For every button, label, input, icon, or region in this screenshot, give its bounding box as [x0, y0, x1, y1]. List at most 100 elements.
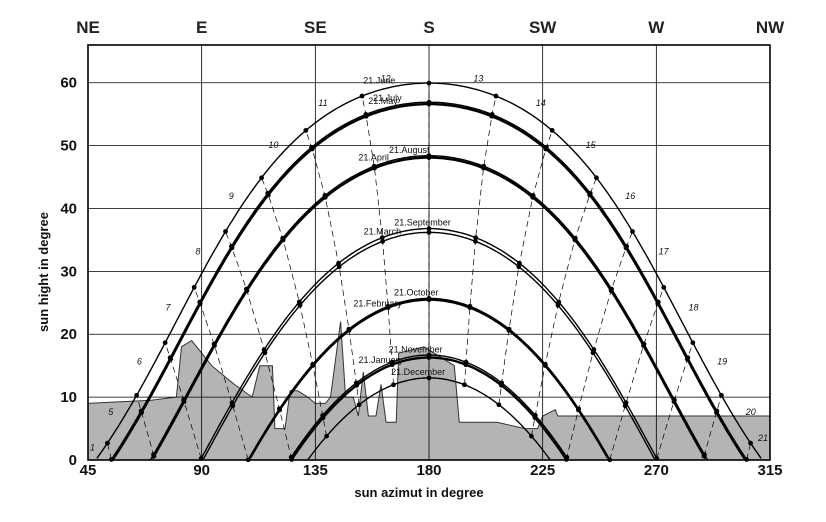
- hourly-point: [622, 403, 628, 409]
- hourly-point: [320, 415, 326, 421]
- hourly-point: [594, 175, 599, 181]
- hourly-point: [212, 343, 217, 348]
- hour-label: 13: [473, 73, 483, 83]
- hourly-point: [324, 433, 329, 439]
- hour-label: 7: [166, 302, 172, 312]
- hour-label: 15: [586, 140, 597, 150]
- hourly-point: [385, 305, 391, 310]
- x-axis-label: sun azimut in degree: [354, 485, 483, 500]
- hourly-point: [310, 363, 316, 368]
- hourly-point: [354, 382, 360, 388]
- hour-label: 16: [625, 191, 635, 201]
- hourly-point: [363, 113, 369, 119]
- hour-label: 20: [745, 407, 756, 417]
- hour-line: [164, 342, 202, 459]
- hourly-point: [661, 284, 667, 290]
- series-label: 21.May: [368, 96, 398, 106]
- hour-line: [746, 443, 751, 460]
- hour-label: 11: [318, 98, 327, 108]
- hourly-point: [230, 403, 236, 409]
- hourly-point: [472, 238, 478, 244]
- hour-line: [656, 342, 694, 459]
- hourly-point: [105, 440, 110, 446]
- hourly-point: [493, 93, 499, 99]
- direction-label-nw: NW: [756, 18, 785, 37]
- hourly-point: [718, 392, 724, 398]
- hour-label: 14: [536, 98, 546, 108]
- y-tick-label: 30: [60, 263, 77, 280]
- direction-label-se: SE: [304, 18, 327, 37]
- hourly-point: [277, 407, 283, 413]
- hour-label: 6: [137, 357, 142, 367]
- direction-label-sw: SW: [529, 18, 557, 37]
- hourly-point: [463, 362, 469, 368]
- plot-frame: [87, 44, 771, 461]
- hourly-point: [532, 415, 538, 421]
- hourly-point: [630, 229, 635, 234]
- hourly-point: [473, 235, 479, 241]
- hourly-point: [139, 410, 144, 415]
- hourly-point: [168, 356, 174, 362]
- compass-direction-labels: NE E SE S SW W NW: [76, 18, 785, 37]
- hourly-point: [265, 192, 271, 198]
- hourly-point: [322, 194, 328, 200]
- series-label: 21.March: [364, 227, 402, 237]
- hourly-point: [575, 407, 581, 413]
- hourly-point: [372, 165, 377, 171]
- hourly-point: [356, 402, 362, 408]
- y-axis-label: sun hight in degree: [36, 212, 51, 332]
- hourly-point: [391, 382, 396, 388]
- hourly-point: [426, 101, 432, 107]
- hourly-point: [426, 297, 432, 303]
- y-tick-label: 0: [69, 452, 77, 469]
- hourly-point: [543, 146, 549, 152]
- hourly-point: [426, 375, 432, 381]
- series-label: 21.December: [391, 367, 445, 377]
- y-tick-label: 40: [60, 200, 77, 217]
- hourly-point: [181, 399, 187, 404]
- series-label: 21.November: [389, 345, 443, 355]
- hourly-point: [379, 235, 385, 241]
- y-tick-label: 10: [60, 389, 77, 406]
- hourly-point: [426, 226, 432, 232]
- hour-line: [107, 443, 112, 460]
- hourly-point: [336, 264, 342, 270]
- direction-label-w: W: [648, 18, 665, 37]
- hourly-point: [336, 260, 341, 266]
- hourly-point: [134, 392, 140, 398]
- x-tick-label: 270: [644, 462, 669, 479]
- hourly-point: [380, 238, 386, 244]
- hour-label: 19: [717, 357, 727, 367]
- hourly-point: [690, 340, 696, 346]
- hourly-point: [297, 302, 303, 308]
- hourly-point: [191, 284, 197, 290]
- hourly-point: [426, 80, 432, 86]
- hourly-point: [244, 288, 250, 294]
- x-tick-label: 225: [530, 462, 555, 479]
- y-tick-label: 50: [60, 138, 77, 155]
- hourly-point: [684, 356, 690, 362]
- series-label: 21.October: [394, 288, 439, 298]
- hourly-point: [506, 327, 512, 333]
- hourly-point: [481, 165, 486, 171]
- hourly-point: [462, 382, 467, 388]
- hourly-point: [542, 363, 548, 368]
- hourly-point: [346, 327, 352, 333]
- x-tick-label: 135: [303, 462, 328, 479]
- series-label: 21.June: [363, 76, 395, 86]
- hourly-point: [303, 128, 309, 133]
- hourly-point: [496, 402, 502, 408]
- hour-label: 10: [268, 140, 278, 150]
- hourly-point: [426, 355, 432, 360]
- hour-label: 9: [229, 191, 234, 201]
- hour-label: 5: [108, 407, 114, 417]
- hourly-point: [587, 192, 593, 198]
- x-tick-label: 90: [193, 462, 210, 479]
- hourly-point: [498, 382, 504, 388]
- hourly-point: [229, 245, 235, 251]
- hourly-point: [671, 399, 677, 404]
- direction-label-s: S: [423, 18, 434, 37]
- hourly-point: [549, 128, 555, 133]
